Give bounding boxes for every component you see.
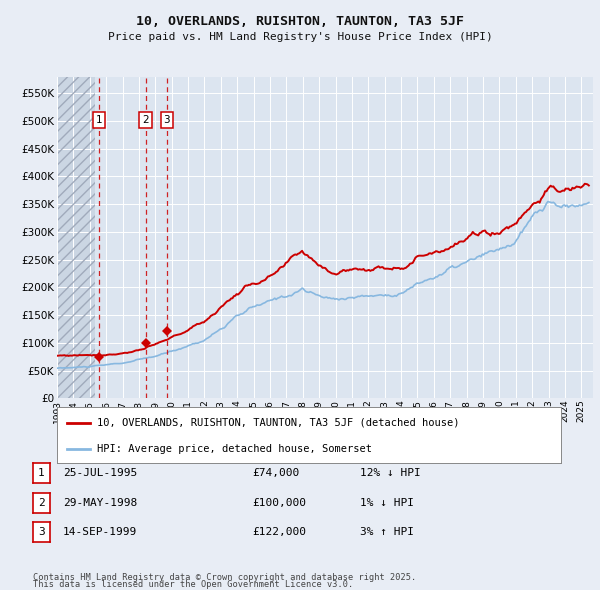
Text: 1: 1 xyxy=(95,115,102,125)
Text: £74,000: £74,000 xyxy=(252,468,299,478)
Text: 3: 3 xyxy=(164,115,170,125)
Text: 10, OVERLANDS, RUISHTON, TAUNTON, TA3 5JF: 10, OVERLANDS, RUISHTON, TAUNTON, TA3 5J… xyxy=(136,15,464,28)
Text: £100,000: £100,000 xyxy=(252,498,306,507)
Text: 12% ↓ HPI: 12% ↓ HPI xyxy=(360,468,421,478)
Text: 1% ↓ HPI: 1% ↓ HPI xyxy=(360,498,414,507)
Text: £122,000: £122,000 xyxy=(252,527,306,537)
Text: 3: 3 xyxy=(38,527,45,537)
Text: Price paid vs. HM Land Registry's House Price Index (HPI): Price paid vs. HM Land Registry's House … xyxy=(107,32,493,42)
Text: 14-SEP-1999: 14-SEP-1999 xyxy=(63,527,137,537)
Text: 25-JUL-1995: 25-JUL-1995 xyxy=(63,468,137,478)
Text: 2: 2 xyxy=(38,498,45,507)
Text: 3% ↑ HPI: 3% ↑ HPI xyxy=(360,527,414,537)
Text: Contains HM Land Registry data © Crown copyright and database right 2025.: Contains HM Land Registry data © Crown c… xyxy=(33,573,416,582)
Text: HPI: Average price, detached house, Somerset: HPI: Average price, detached house, Some… xyxy=(97,444,373,454)
Text: This data is licensed under the Open Government Licence v3.0.: This data is licensed under the Open Gov… xyxy=(33,581,353,589)
Text: 1: 1 xyxy=(38,468,45,478)
Text: 10, OVERLANDS, RUISHTON, TAUNTON, TA3 5JF (detached house): 10, OVERLANDS, RUISHTON, TAUNTON, TA3 5J… xyxy=(97,418,460,428)
Text: 2: 2 xyxy=(142,115,149,125)
Text: 29-MAY-1998: 29-MAY-1998 xyxy=(63,498,137,507)
